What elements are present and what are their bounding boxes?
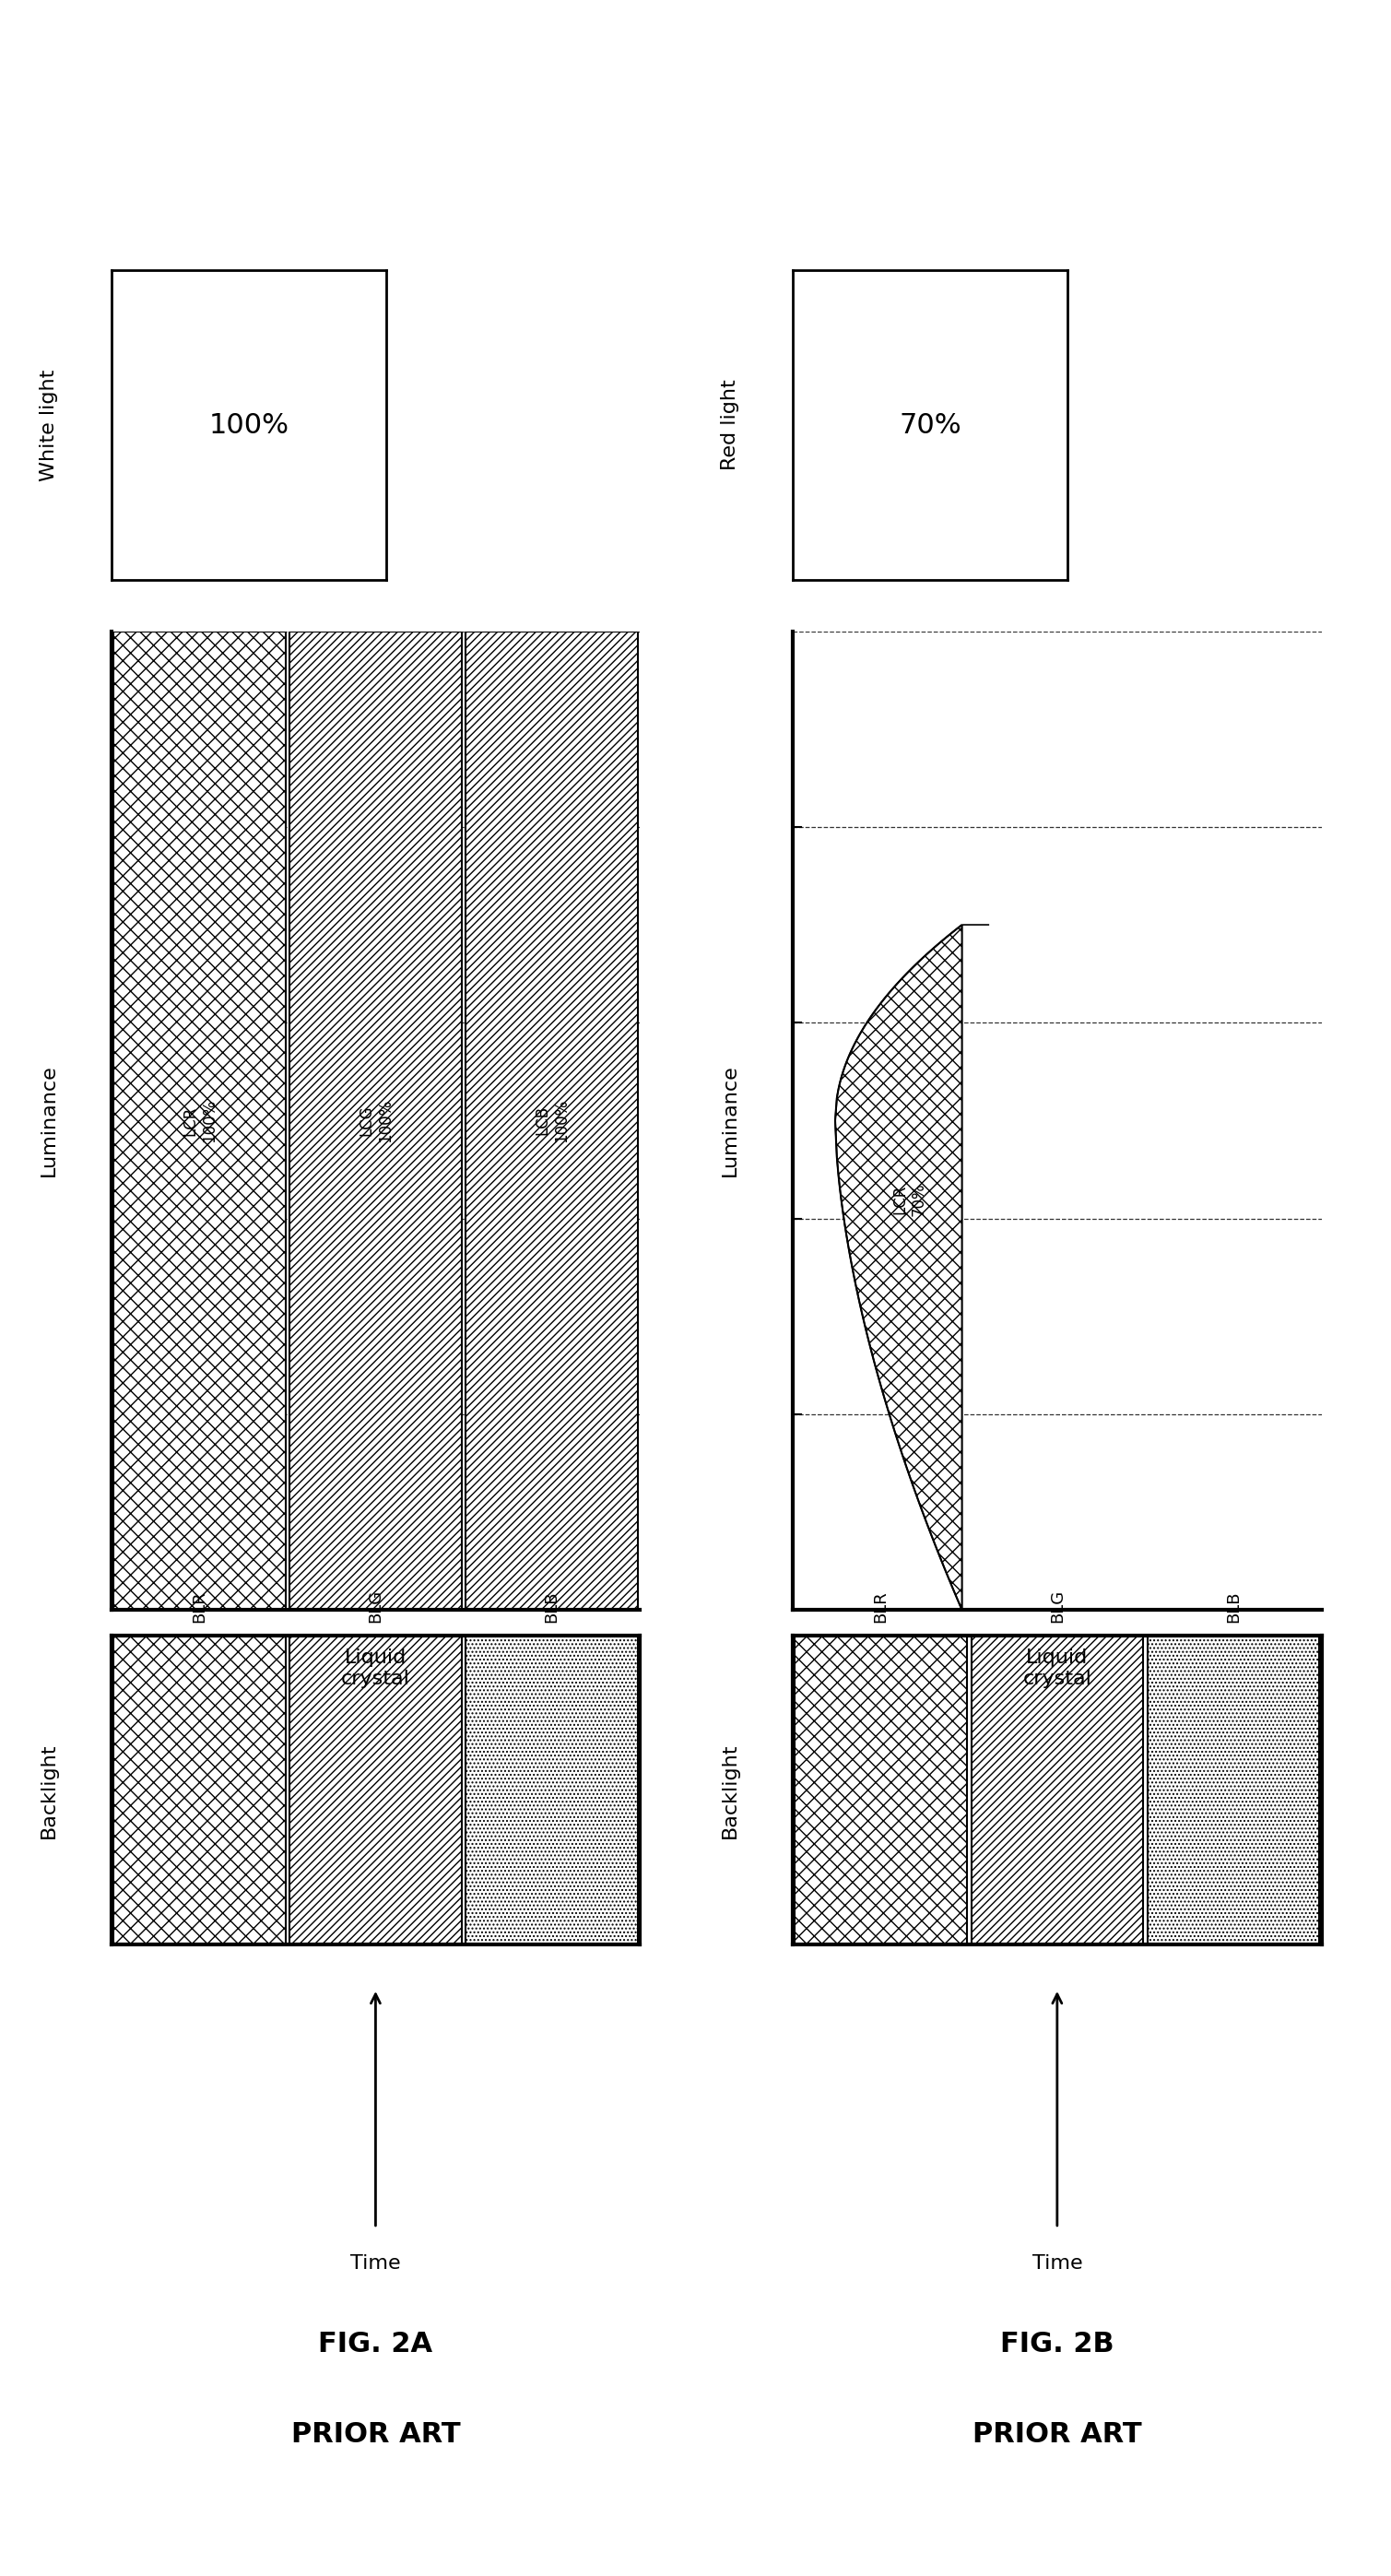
Text: Backlight: Backlight — [721, 1741, 740, 1839]
Text: Time: Time — [351, 2254, 401, 2272]
Text: BLB: BLB — [1225, 1592, 1242, 1623]
Text: LCR
70%: LCR 70% — [892, 1182, 926, 1216]
Text: BLR: BLR — [872, 1592, 889, 1623]
Bar — [466, 1636, 637, 1945]
Bar — [114, 1636, 285, 1945]
Text: FIG. 2A: FIG. 2A — [319, 2331, 433, 2357]
Text: Liquid
crystal: Liquid crystal — [341, 1649, 410, 1687]
Text: BLG: BLG — [1049, 1589, 1066, 1623]
Text: White light: White light — [39, 368, 58, 482]
Bar — [114, 631, 285, 1610]
Text: PRIOR ART: PRIOR ART — [972, 2421, 1142, 2447]
Bar — [796, 1636, 967, 1945]
Bar — [1148, 1636, 1319, 1945]
Bar — [289, 631, 462, 1610]
Text: 70%: 70% — [899, 412, 961, 438]
Text: Time: Time — [1032, 2254, 1082, 2272]
Text: BLG: BLG — [367, 1589, 384, 1623]
Text: LCR
100%: LCR 100% — [181, 1100, 217, 1141]
Text: Liquid
crystal: Liquid crystal — [1022, 1649, 1092, 1687]
Text: Luminance: Luminance — [721, 1064, 740, 1177]
Text: Luminance: Luminance — [39, 1064, 58, 1177]
Text: Backlight: Backlight — [39, 1741, 58, 1839]
Text: LCB
100%: LCB 100% — [534, 1100, 570, 1141]
Text: FIG. 2B: FIG. 2B — [1000, 2331, 1114, 2357]
Polygon shape — [835, 925, 963, 1610]
Text: BLB: BLB — [544, 1592, 561, 1623]
Text: PRIOR ART: PRIOR ART — [291, 2421, 460, 2447]
Text: 100%: 100% — [209, 412, 289, 438]
Text: BLR: BLR — [191, 1592, 207, 1623]
Text: LCG
100%: LCG 100% — [357, 1100, 394, 1141]
Bar — [289, 1636, 462, 1945]
Bar — [971, 1636, 1143, 1945]
Text: Red light: Red light — [721, 379, 740, 471]
Bar — [466, 631, 637, 1610]
